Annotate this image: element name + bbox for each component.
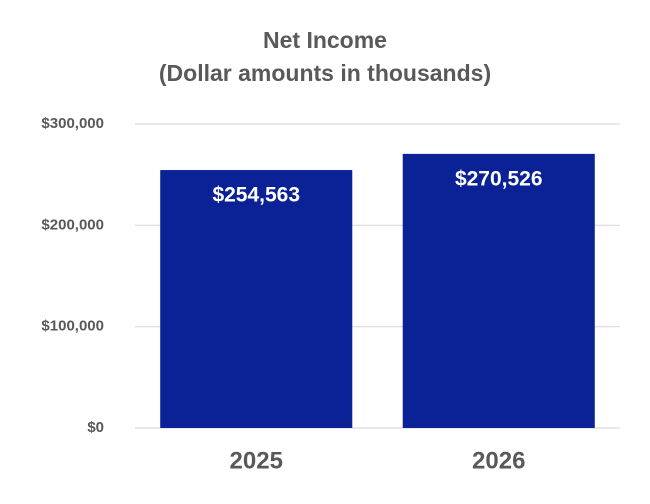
y-tick-label: $300,000 <box>41 115 104 132</box>
bar <box>160 170 353 428</box>
y-tick-label: $100,000 <box>41 318 104 335</box>
x-tick-label: 2025 <box>230 447 283 474</box>
y-tick-label: $0 <box>87 419 104 436</box>
x-tick-label: 2026 <box>472 447 525 474</box>
chart-subtitle: (Dollar amounts in thousands) <box>159 60 491 86</box>
y-tick-label: $200,000 <box>41 216 104 233</box>
value-label: $270,526 <box>455 167 543 190</box>
chart-title: Net Income <box>263 27 387 53</box>
value-label: $254,563 <box>212 184 300 207</box>
bar <box>402 153 595 428</box>
